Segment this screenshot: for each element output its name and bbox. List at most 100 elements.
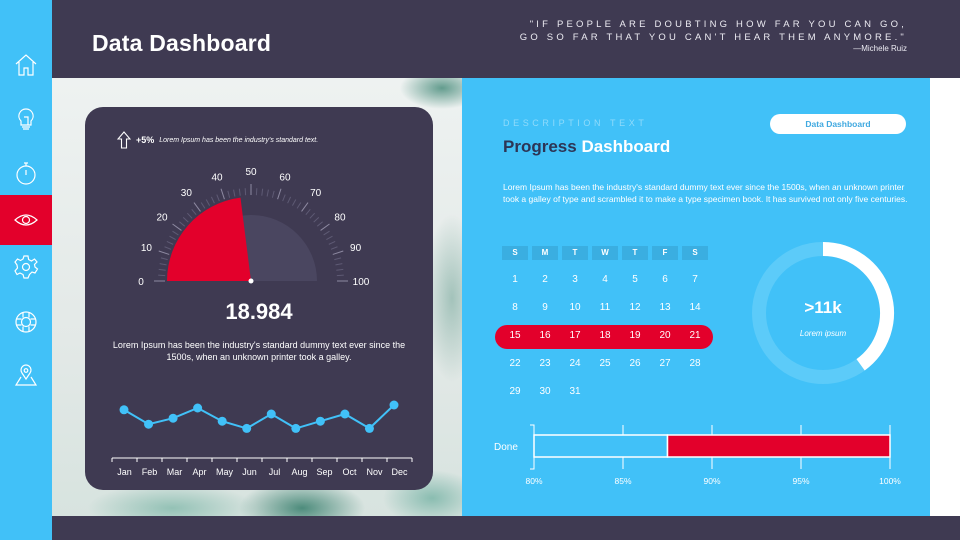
monthly-line-chart: Jan Feb Mar Apr May Jun Jul Aug Sep Oct Nov Dec — [111, 400, 413, 477]
quote-line-1: "IF PEOPLE ARE DOUBTING HOW FAR YOU CAN … — [529, 19, 907, 30]
panel-title: Progress Dashboard — [503, 137, 670, 157]
svg-text:Aug: Aug — [291, 467, 307, 477]
gauge-description: Lorem Ipsum has been the industry's stan… — [112, 340, 406, 362]
page-title: Data Dashboard — [92, 30, 272, 56]
map-pin-icon — [14, 364, 38, 386]
calendar-day[interactable]: 31 — [569, 386, 581, 397]
calendar-day[interactable]: 5 — [632, 274, 638, 285]
svg-text:Jul: Jul — [269, 467, 281, 477]
calendar-day[interactable]: 28 — [689, 358, 701, 369]
weekday-6: S — [682, 246, 708, 260]
calendar-day[interactable]: 10 — [569, 302, 581, 313]
calendar-day[interactable]: 12 — [629, 302, 641, 313]
sidebar-item-settings[interactable] — [0, 242, 52, 292]
svg-text:70: 70 — [310, 188, 322, 199]
weekday-2: T — [562, 246, 588, 260]
panel-title-part-2: Dashboard — [581, 137, 671, 156]
highlighted-week — [495, 325, 713, 349]
svg-text:100: 100 — [353, 277, 370, 288]
sidebar-item-location[interactable] — [0, 350, 52, 400]
kpi-row: +5% Lorem Ipsum has been the industry's … — [117, 131, 318, 149]
calendar-day[interactable]: 25 — [599, 358, 611, 369]
svg-text:May: May — [216, 467, 234, 477]
bar-axis-tick: 90% — [703, 476, 721, 486]
gear-icon — [14, 255, 39, 279]
gauge-value: 18.984 — [225, 299, 293, 324]
calendar-day[interactable]: 19 — [629, 330, 641, 341]
quote-author: —Michele Ruiz — [853, 44, 907, 53]
svg-text:20: 20 — [156, 212, 168, 223]
calendar-day[interactable]: 15 — [509, 330, 521, 341]
arrow-up-icon — [117, 131, 131, 149]
sidebar-item-home[interactable] — [0, 40, 52, 90]
donut-value: >11k — [804, 298, 842, 317]
svg-text:10: 10 — [141, 243, 153, 254]
sidebar-item-ideas[interactable] — [0, 94, 52, 144]
calendar-day[interactable]: 18 — [599, 330, 611, 341]
svg-text:Mar: Mar — [167, 467, 183, 477]
quote-line-2: GO SO FAR THAT YOU CAN'T HEAR THEM ANYMO… — [519, 32, 907, 43]
svg-text:80: 80 — [334, 212, 346, 223]
calendar-day[interactable]: 24 — [569, 358, 581, 369]
calendar-day[interactable]: 16 — [539, 330, 551, 341]
header: Data Dashboard "IF PEOPLE ARE DOUBTING H… — [52, 0, 960, 78]
calendar-day[interactable]: 26 — [629, 358, 641, 369]
quote: "IF PEOPLE ARE DOUBTING HOW FAR YOU CAN … — [520, 18, 907, 44]
calendar-day[interactable]: 13 — [659, 302, 671, 313]
home-icon — [15, 54, 37, 76]
weekday-1: M — [532, 246, 558, 260]
panel-title-part-1: Progress — [503, 137, 577, 156]
calendar-day[interactable]: 2 — [542, 274, 548, 285]
sidebar-item-support[interactable] — [0, 297, 52, 347]
calendar-day[interactable]: 11 — [599, 302, 611, 313]
weekday-0: S — [502, 246, 528, 260]
svg-text:Feb: Feb — [142, 467, 158, 477]
gauge-card: +5% Lorem Ipsum has been the industry's … — [85, 107, 433, 490]
svg-text:90: 90 — [350, 243, 362, 254]
calendar-day[interactable]: 14 — [689, 302, 701, 313]
description-label: DESCRIPTION TEXT — [503, 118, 648, 128]
data-dashboard-button[interactable]: Data Dashboard — [770, 114, 906, 134]
bar-axis-tick: 95% — [792, 476, 810, 486]
svg-text:Apr: Apr — [192, 467, 206, 477]
calendar-day[interactable]: 8 — [512, 302, 518, 313]
sidebar-item-view[interactable] — [0, 195, 52, 245]
done-bar-chart: Done 80% 85% 90% 95% 100% — [482, 418, 922, 498]
calendar-day[interactable]: 1 — [512, 274, 518, 285]
sidebar-item-timer[interactable] — [0, 148, 52, 198]
weekday-5: F — [652, 246, 678, 260]
svg-text:Nov: Nov — [366, 467, 383, 477]
svg-text:0: 0 — [138, 277, 144, 288]
panel-description: Lorem Ipsum has been the industry's stan… — [503, 182, 908, 204]
calendar-day[interactable]: 21 — [689, 330, 701, 341]
gauge-chart: 0 10 20 30 40 50 60 70 80 90 100 — [138, 167, 370, 288]
lifebuoy-icon — [15, 311, 37, 333]
calendar-day[interactable]: 9 — [542, 302, 548, 313]
calendar-day[interactable]: 30 — [539, 386, 551, 397]
kpi-text: Lorem Ipsum has been the industry's stan… — [159, 136, 319, 144]
svg-text:30: 30 — [181, 188, 193, 199]
calendar-day[interactable]: 7 — [692, 274, 698, 285]
svg-text:60: 60 — [279, 172, 291, 183]
calendar-day[interactable]: 29 — [509, 386, 521, 397]
weekday-4: T — [622, 246, 648, 260]
calendar-day[interactable]: 23 — [539, 358, 551, 369]
stopwatch-icon — [16, 162, 36, 185]
calendar-day[interactable]: 20 — [659, 330, 671, 341]
svg-text:Dec: Dec — [391, 467, 408, 477]
svg-text:Oct: Oct — [342, 467, 357, 477]
calendar-days: 1 2 3 4 5 6 7 8 9 10 11 12 13 14 15 16 17 18 19 20 21 22 23 24 2… — [495, 266, 713, 406]
progress-panel: DESCRIPTION TEXT Progress Dashboard Data… — [462, 78, 930, 516]
calendar-day[interactable]: 4 — [602, 274, 608, 285]
donut-label: Lorem ipsum — [799, 329, 847, 338]
svg-text:Jan: Jan — [117, 467, 132, 477]
calendar-day[interactable]: 22 — [509, 358, 521, 369]
calendar-day[interactable]: 3 — [572, 274, 578, 285]
calendar-day[interactable]: 27 — [659, 358, 671, 369]
calendar-day[interactable]: 6 — [662, 274, 668, 285]
lightbulb-icon — [18, 108, 34, 130]
svg-text:Sep: Sep — [316, 467, 332, 477]
calendar-day[interactable]: 17 — [569, 330, 581, 341]
